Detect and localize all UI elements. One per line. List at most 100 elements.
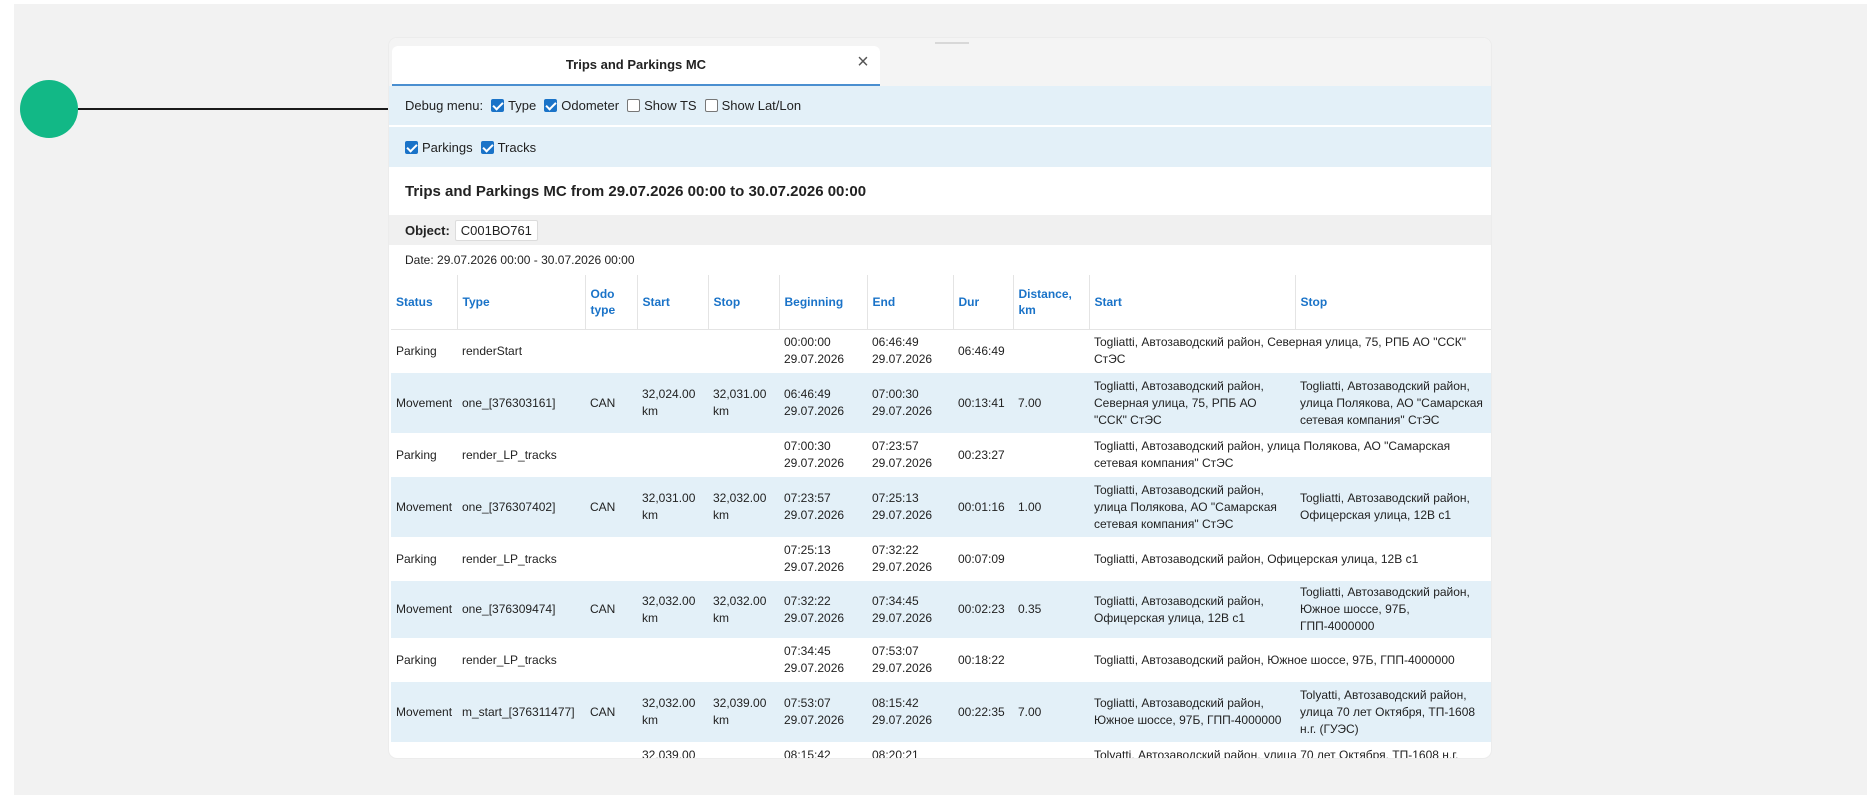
cell-beginning: 07:53:07 29.07.2026 (779, 682, 867, 742)
column-header[interactable]: End (867, 275, 954, 330)
cell-end: 08:20:21 29.07.2026 (872, 748, 919, 758)
debug-option-odometer[interactable]: Odometer (544, 98, 619, 113)
table-row[interactable]: Parking859027503CAN 32,039.00 km 08:15:42 … (391, 742, 1491, 758)
cell-status: Parking (396, 343, 437, 358)
cell-distance (1013, 742, 1089, 758)
cell-type: renderStart (462, 343, 523, 358)
cell-odo-start: 32,031.00 km (637, 477, 708, 537)
cell-type: render_LP_tracks (462, 447, 557, 462)
cell-odo-start (637, 329, 708, 373)
cell-start-address: Togliatti, Автозаводский район, Офицерск… (1089, 581, 1295, 638)
cell-odo-start: 32,032.00 km (637, 682, 708, 742)
divider (389, 125, 1491, 127)
cell-odo-type: CAN (585, 581, 637, 638)
report-title: Trips and Parkings MC from 29.07.2026 00… (405, 182, 867, 200)
cell-start-address: Togliatti, Автозаводский район, Южное шо… (1094, 652, 1455, 667)
table-header-row: Status Type Odo type Start Stop Beginnin… (391, 275, 1491, 330)
cell-odo-start (637, 537, 708, 581)
close-icon[interactable]: × (857, 51, 869, 73)
column-header[interactable]: Odo type (585, 275, 638, 330)
layer-option-parkings[interactable]: Parkings (405, 140, 473, 155)
cell-duration: 00:18:22 (958, 652, 1005, 667)
report-table-wrapper: Status Type Odo type Start Stop Beginnin… (391, 275, 1491, 758)
cell-odo-stop (708, 329, 779, 373)
checkbox-checked-icon[interactable] (405, 140, 418, 154)
cell-type: one_[376307402] (457, 477, 585, 537)
cell-start-address: Togliatti, Автозаводский район, улица По… (1089, 477, 1295, 537)
column-header[interactable]: Status (391, 275, 458, 330)
table-row[interactable]: Movement one_[376303161] CAN 32,024.00 km 32… (391, 373, 1491, 433)
tab-trips-and-parkings[interactable]: Trips and Parkings MC × (392, 46, 880, 86)
cell-start-address: Tolyatti, Автозаводский район, улица 70 … (1094, 748, 1459, 758)
cell-duration: 00:13:41 (953, 373, 1013, 433)
cell-beginning: 08:15:42 29.07.2026 (784, 748, 831, 758)
debug-option-show-latlon[interactable]: Show Lat/Lon (704, 98, 802, 113)
debug-menu: Debug menu: Type Odometer Show TS Show L… (389, 86, 1491, 125)
column-header[interactable]: Stop (1295, 275, 1491, 330)
layer-toggles: Parkings Tracks (389, 127, 1491, 167)
cell-odo-type (585, 329, 637, 373)
cell-odo-stop (708, 638, 779, 682)
table-row[interactable]: Movement one_[376309474] CAN 32,032.00 km 32… (391, 581, 1491, 638)
cell-odo-type (585, 638, 637, 682)
debug-option-show-ts[interactable]: Show TS (627, 98, 697, 113)
cell-duration: 00:23:27 (958, 447, 1005, 462)
cell-distance: 0.35 (1013, 581, 1089, 638)
cell-odo-stop: 32,039.00 km (708, 682, 779, 742)
cell-stop-address: Togliatti, Автозаводский район, Офицерск… (1295, 477, 1491, 537)
cell-distance: 7.00 (1013, 373, 1089, 433)
cell-odo-stop (708, 433, 779, 477)
cell-odo-type: CAN (585, 742, 637, 759)
cell-odo-type: CAN (585, 373, 637, 433)
cell-status: Parking (396, 652, 437, 667)
cell-odo-type (585, 537, 637, 581)
debug-option-label: Show Lat/Lon (721, 98, 802, 113)
checkbox-checked-icon[interactable] (480, 140, 494, 154)
column-header[interactable]: Beginning (779, 275, 868, 330)
table-row[interactable]: Movement m_start_[376311477] CAN 32,032.00 … (391, 682, 1491, 742)
column-header[interactable]: Dur (953, 275, 1014, 330)
cell-odo-stop (708, 742, 779, 758)
checkbox-unchecked-icon[interactable] (704, 99, 718, 112)
cell-end: 07:23:57 29.07.2026 (872, 439, 933, 470)
object-value[interactable]: С001ВО761 (454, 219, 538, 241)
cell-stop-address: Tolyatti, Автозаводский район, улица 70 … (1295, 682, 1491, 742)
annotation-line (78, 108, 398, 110)
layer-option-label: Parkings (422, 139, 473, 155)
table-row[interactable]: Parking render_LP_tracks 07:25:13 29.07.20… (391, 537, 1491, 581)
report-panel: Trips and Parkings MC × Debug menu: Type… (389, 38, 1491, 758)
table-row[interactable]: Parking render_LP_tracks 07:00:30 29.07.20… (391, 433, 1491, 477)
checkbox-unchecked-icon[interactable] (627, 99, 641, 112)
cell-type: one_[376303161] (457, 373, 585, 433)
cell-status: Parking (396, 447, 437, 462)
column-header[interactable]: Start (1089, 275, 1296, 330)
cell-end: 07:00:30 29.07.2026 (867, 373, 953, 433)
column-header[interactable]: Distance, km (1013, 275, 1090, 330)
cell-type: render_LP_tracks (462, 652, 557, 667)
debug-option-type[interactable]: Type (491, 98, 536, 113)
tab-divider (935, 42, 969, 44)
column-header[interactable]: Stop (708, 275, 780, 330)
checkbox-checked-icon[interactable] (544, 99, 558, 112)
cell-type: one_[376309474] (457, 581, 585, 638)
table-row[interactable]: Parking renderStart 00:00:00 29.07.2026 06:… (391, 329, 1491, 373)
column-header[interactable]: Type (457, 275, 586, 330)
cell-status: Movement (391, 682, 457, 742)
cell-odo-start: 32,039.00 km (642, 748, 696, 758)
cell-status: Movement (391, 373, 457, 433)
cell-status: Parking (391, 742, 457, 759)
cell-duration: 00:02:23 (953, 581, 1013, 638)
cell-distance (1013, 433, 1089, 477)
column-header[interactable]: Start (637, 275, 709, 330)
cell-type: render_LP_tracks (462, 551, 557, 566)
table-row[interactable]: Parking render_LP_tracks 07:34:45 29.07.20… (391, 638, 1491, 682)
table-row[interactable]: Movement one_[376307402] CAN 32,031.00 km 32… (391, 477, 1491, 537)
cell-status: Movement (391, 581, 457, 638)
object-label: Object: (405, 222, 450, 238)
checkbox-checked-icon[interactable] (491, 99, 505, 112)
cell-start-address: Togliatti, Автозаводский район, Северная… (1094, 335, 1467, 367)
debug-option-label: Odometer (561, 98, 620, 113)
cell-end: 07:32:22 29.07.2026 (872, 543, 933, 574)
layer-option-tracks[interactable]: Tracks (480, 140, 536, 155)
cell-status: Movement (391, 477, 457, 537)
